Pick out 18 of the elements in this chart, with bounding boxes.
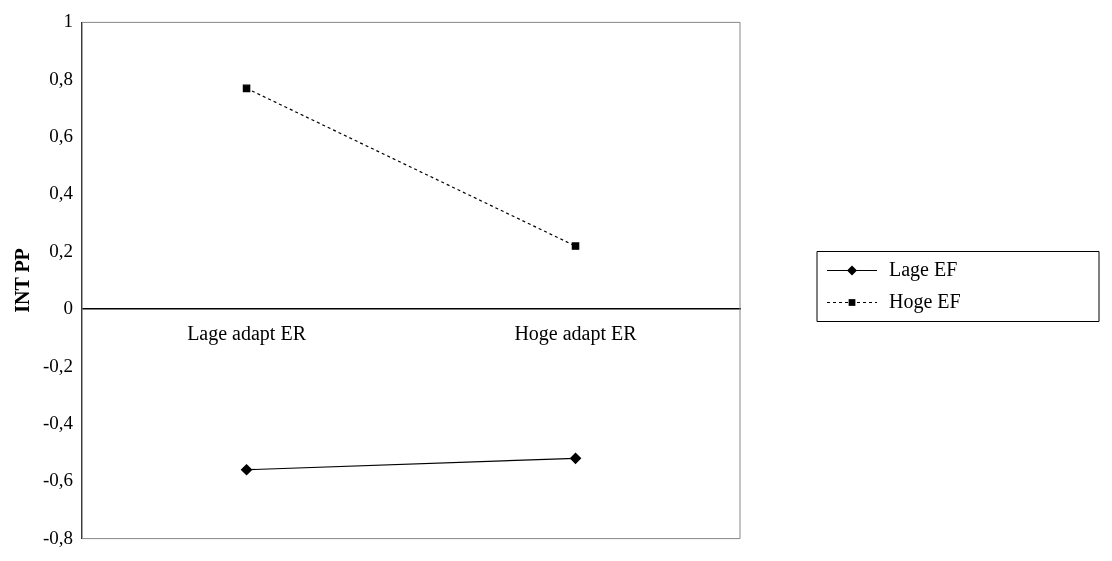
y-tick-label: 0,6 (49, 125, 74, 147)
point (569, 452, 582, 464)
y-tick-label: -0,6 (43, 469, 74, 491)
y-tick-label: -0,8 (43, 526, 74, 548)
y-tick-label: 1 (63, 10, 74, 32)
y-tick-label: 0,8 (49, 67, 74, 89)
y-axis-title: INT PP (11, 248, 34, 313)
legend-label: Lage EF (889, 257, 958, 281)
point (571, 242, 580, 250)
y-tick-label: 0 (63, 297, 74, 319)
y-tick-label: -0,2 (43, 354, 74, 376)
point (240, 464, 253, 476)
y-tick-label: 0,2 (49, 239, 74, 261)
x-tick-label: Hoge adapt ER (514, 322, 638, 346)
y-tick-label: 0,4 (49, 182, 74, 204)
legend-label: Hoge EF (889, 289, 961, 313)
x-tick-label: Lage adapt ER (187, 322, 307, 346)
y-tick-label: -0,4 (43, 411, 74, 433)
